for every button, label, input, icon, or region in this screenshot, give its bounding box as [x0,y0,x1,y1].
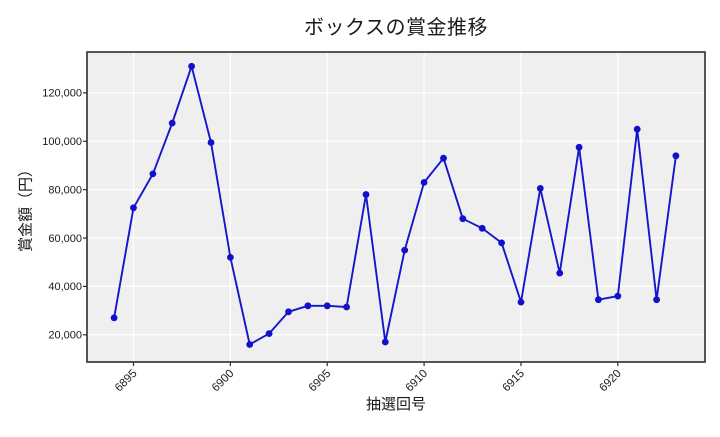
data-point-marker [168,119,176,127]
x-tick-label: 6905 [307,368,334,395]
data-point-marker [343,303,350,311]
y-tick-label: 120,000 [42,88,82,100]
data-point-marker [149,170,157,178]
x-tick-label: 6920 [597,368,624,395]
data-point-marker [556,269,564,277]
data-point-marker [536,185,544,192]
data-point-marker [401,246,409,254]
data-point-marker [498,239,505,247]
data-point-marker [517,298,525,306]
data-point-marker [246,341,254,348]
data-point-marker [207,139,215,146]
data-point-marker [595,296,602,304]
plot-frame [86,51,706,363]
data-point-marker [653,296,660,304]
y-tick-label: 20,000 [48,330,82,342]
data-point-marker [227,254,234,261]
data-point-marker [285,308,292,316]
data-point-marker [478,224,486,232]
data-point-marker [130,204,137,212]
data-point-marker [381,338,389,346]
x-tick-label: 6895 [113,368,140,395]
y-axis-label: 賞金額（円） [17,161,35,253]
x-tick-label: 6915 [500,368,527,395]
chart-title: ボックスの賞金推移 [304,17,488,39]
data-point-marker [420,179,428,186]
data-point-marker [323,302,331,310]
data-point-marker [304,302,312,310]
data-point-marker [265,330,273,337]
y-tick-label: 40,000 [48,281,82,293]
x-tick-label: 6910 [404,368,431,395]
y-tick-label: 100,000 [42,136,82,148]
data-point-marker [459,215,467,223]
y-tick-label: 80,000 [48,184,82,196]
data-point-marker [633,125,641,133]
data-point-marker [362,191,370,198]
data-point-marker [575,143,583,151]
data-point-marker [614,292,622,300]
data-point-marker [110,314,118,322]
x-axis-label: 抽選回号 [365,396,426,413]
data-point-marker [672,152,680,160]
y-tick-label: 60,000 [48,233,82,245]
x-tick-label: 6900 [210,368,237,395]
plot-background [87,52,705,362]
data-point-marker [188,62,196,70]
data-line [113,65,677,346]
data-point-marker [440,154,447,162]
